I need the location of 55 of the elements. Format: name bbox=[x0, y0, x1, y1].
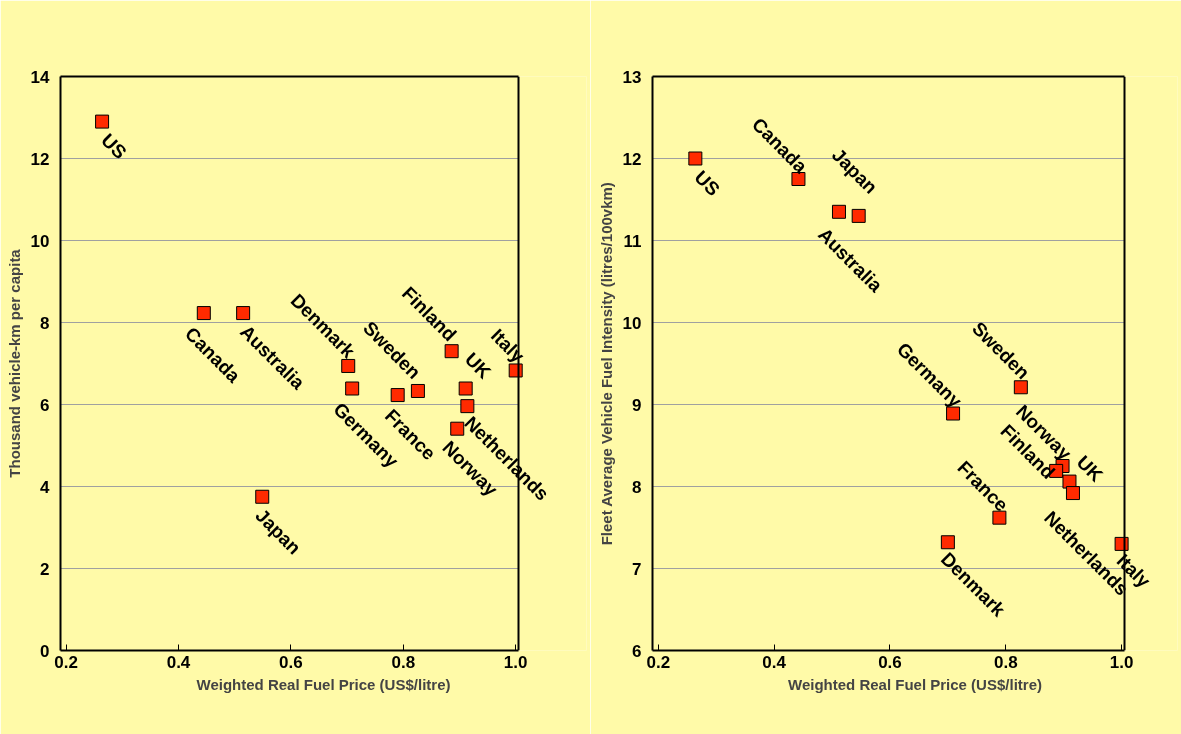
x-tick-label: 1.0 bbox=[503, 652, 528, 672]
x-axis-title: Weighted Real Fuel Price (US$/litre) bbox=[788, 675, 1042, 693]
x-tick-label: 0.6 bbox=[279, 652, 303, 672]
annotation: US bbox=[97, 129, 131, 164]
point bbox=[992, 510, 1007, 525]
x-tick-label: 0.8 bbox=[993, 652, 1018, 672]
x-tick-label: 1.0 bbox=[1109, 652, 1134, 672]
y-tick-label: 8 bbox=[632, 477, 642, 497]
y-tick-label: 11 bbox=[623, 231, 642, 251]
point bbox=[95, 114, 110, 129]
point bbox=[444, 344, 459, 359]
point bbox=[458, 381, 473, 396]
y-tick-label: 13 bbox=[622, 67, 642, 87]
point bbox=[450, 421, 465, 436]
y-tick-label: 10 bbox=[622, 313, 642, 333]
annotation: US bbox=[690, 166, 725, 201]
point bbox=[1065, 486, 1080, 501]
x-tick-label: 0.2 bbox=[646, 652, 671, 672]
annotation: UK bbox=[460, 348, 496, 383]
point bbox=[341, 358, 356, 373]
point bbox=[196, 306, 211, 321]
y-tick-label: 9 bbox=[632, 395, 642, 415]
point bbox=[831, 204, 846, 219]
y-axis-title: Fleet Average Vehicle Fuel Intensity (litres/100vkm) bbox=[597, 182, 615, 546]
point bbox=[345, 381, 360, 396]
y-tick-label: 8 bbox=[40, 313, 50, 333]
y-tick-label: 10 bbox=[30, 231, 50, 251]
x-tick-label: 0.6 bbox=[878, 652, 902, 672]
y-tick-label: 4 bbox=[40, 477, 51, 497]
point bbox=[946, 406, 961, 421]
y-tick-label: 0 bbox=[40, 641, 50, 661]
point bbox=[410, 383, 425, 398]
y-tick-label: 6 bbox=[40, 395, 50, 415]
x-tick-label: 0.4 bbox=[762, 652, 787, 672]
y-axis-title: Thousand vehicle-km per capita bbox=[5, 248, 23, 478]
y-tick-label: 6 bbox=[632, 641, 642, 661]
y-tick-label: 12 bbox=[30, 149, 50, 169]
point bbox=[851, 208, 866, 223]
point bbox=[688, 151, 703, 166]
x-tick-label: 0.8 bbox=[391, 652, 416, 672]
point bbox=[940, 535, 955, 550]
point bbox=[236, 306, 251, 321]
y-tick-label: 12 bbox=[622, 149, 642, 169]
point bbox=[460, 399, 475, 414]
y-tick-label: 14 bbox=[30, 67, 51, 87]
y-tick-label: 7 bbox=[632, 559, 642, 579]
point bbox=[1013, 380, 1028, 395]
x-tick-label: 0.4 bbox=[166, 652, 191, 672]
point bbox=[508, 363, 523, 378]
x-axis-title: Weighted Real Fuel Price (US$/litre) bbox=[196, 675, 451, 693]
point bbox=[390, 388, 405, 403]
x-tick-label: 0.2 bbox=[54, 652, 78, 672]
annotation: UK bbox=[1072, 451, 1108, 487]
point bbox=[255, 489, 270, 504]
y-tick-label: 2 bbox=[40, 559, 50, 579]
